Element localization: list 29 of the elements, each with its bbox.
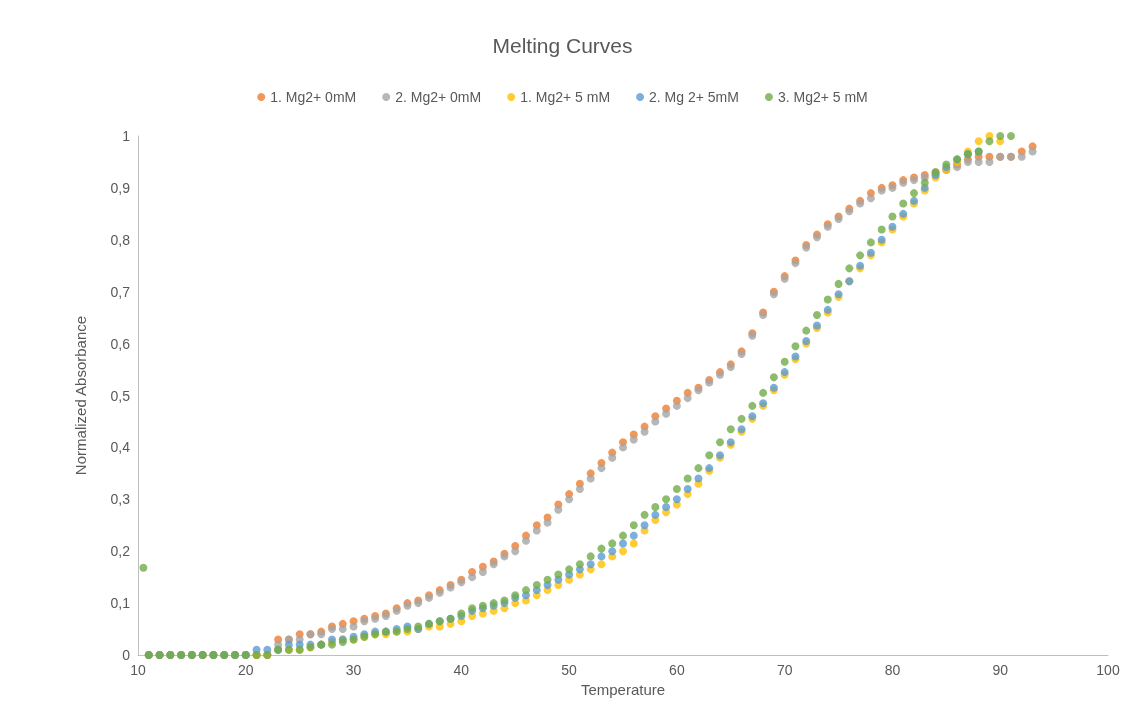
legend-label: 2. Mg2+ 0mM xyxy=(395,89,482,105)
y-tick-label: 0,8 xyxy=(110,231,131,248)
y-axis-title: Normalized Absorbance xyxy=(72,315,89,476)
legend-label: 3. Mg2+ 5 mM xyxy=(777,89,868,105)
x-tick-label: 40 xyxy=(453,662,470,678)
y-tick-label: 1 xyxy=(122,128,131,144)
y-tick-label: 0,9 xyxy=(110,179,131,196)
legend-label: 1. Mg2+ 0mM xyxy=(270,89,357,105)
x-tick-label: 100 xyxy=(1096,662,1120,678)
x-tick-label: 70 xyxy=(776,662,793,678)
x-axis-title: Temperature xyxy=(580,680,666,698)
x-tick-label: 90 xyxy=(992,662,1009,678)
legend-label: 2. Mg 2+ 5mM xyxy=(649,89,739,105)
legend-label: 1. Mg2+ 5 mM xyxy=(520,89,611,105)
x-tick-label: 80 xyxy=(884,662,901,678)
x-tick-label: 10 xyxy=(130,662,146,678)
y-tick-label: 0,7 xyxy=(110,283,131,300)
x-tick-label: 50 xyxy=(561,662,578,678)
y-tick-label: 0,5 xyxy=(110,387,131,404)
y-tick-label: 0,4 xyxy=(110,439,131,456)
y-tick-label: 0,3 xyxy=(110,491,131,508)
x-tick-label: 20 xyxy=(237,662,254,678)
chart-title: Melting Curves xyxy=(492,34,633,57)
y-tick-label: 0,2 xyxy=(110,543,131,560)
y-tick-label: 0 xyxy=(122,647,131,663)
y-tick-label: 0,6 xyxy=(110,335,131,352)
x-tick-label: 60 xyxy=(669,662,685,678)
y-tick-label: 0,1 xyxy=(110,595,131,612)
x-tick-label: 30 xyxy=(345,662,362,678)
